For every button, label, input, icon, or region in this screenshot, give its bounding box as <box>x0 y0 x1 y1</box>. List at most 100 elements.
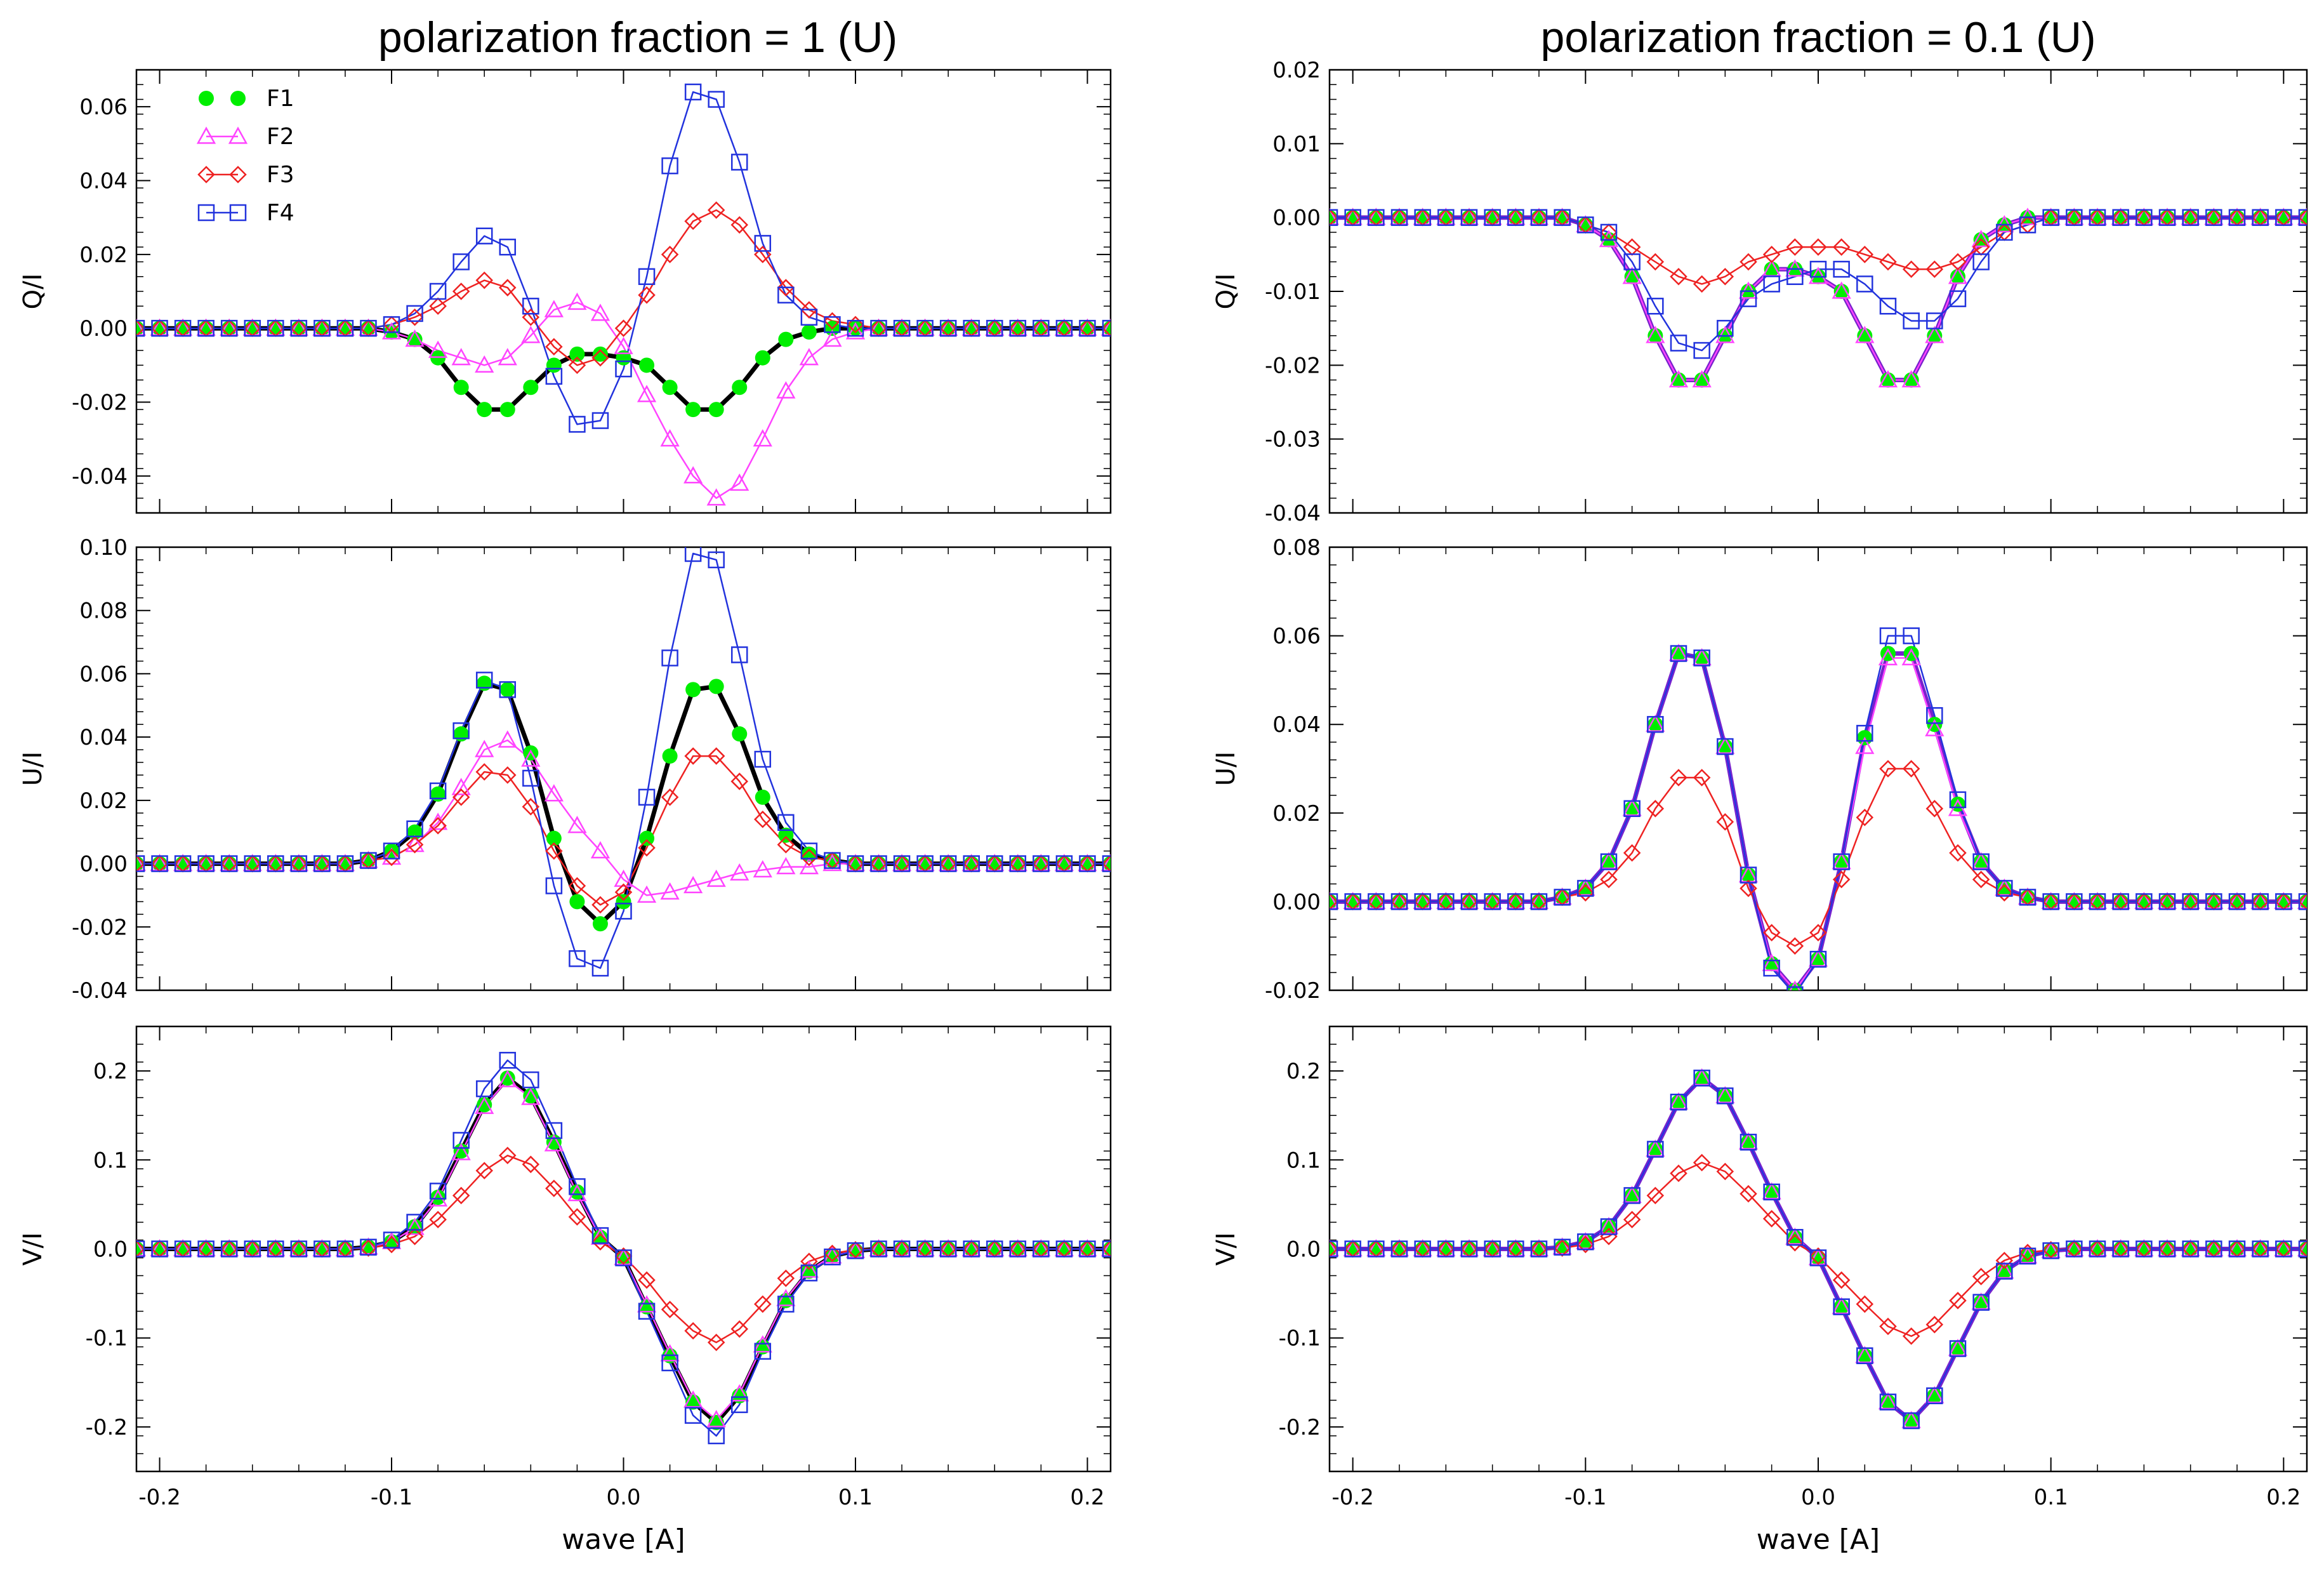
data-point-f4 <box>1972 853 1990 870</box>
data-point-f2 <box>776 1289 796 1306</box>
data-point-f4 <box>1926 707 1943 724</box>
data-point-f4 <box>151 1240 168 1258</box>
data-point-f4 <box>1460 1240 1478 1258</box>
data-point-f1 <box>616 894 631 910</box>
plot-area <box>1330 1068 2307 1430</box>
data-point-f3 <box>2298 1240 2307 1258</box>
data-point-f4 <box>2252 209 2269 226</box>
data-point-f2 <box>451 1143 471 1160</box>
data-point-f2 <box>1762 953 1781 971</box>
data-point-f4 <box>1554 889 1571 906</box>
data-point-f2 <box>1330 1238 1340 1257</box>
x-tick-label: -0.2 <box>1331 1485 1373 1510</box>
data-point-f4 <box>1926 1387 1943 1405</box>
data-point-f4 <box>522 298 539 315</box>
data-point-f2 <box>1971 229 1991 248</box>
data-point-f1 <box>732 380 748 395</box>
data-point-f2 <box>1622 799 1642 816</box>
data-point-f1 <box>1927 328 1943 343</box>
data-point-f3 <box>1102 1240 1111 1258</box>
data-point-f4 <box>2182 209 2199 226</box>
data-point-f2 <box>1622 267 1642 284</box>
data-point-f4 <box>1009 319 1027 337</box>
data-point-f4 <box>870 319 887 337</box>
data-point-f4 <box>1903 312 1920 329</box>
y-tick-label: 0.08 <box>1272 535 1321 561</box>
data-point-f2 <box>1971 852 1991 870</box>
data-point-f4 <box>2158 893 2176 910</box>
data-point-f2 <box>706 1410 726 1428</box>
data-point-f2 <box>1901 647 1921 666</box>
data-point-f4 <box>1344 209 1361 226</box>
data-point-f3 <box>383 848 400 866</box>
data-point-f2 <box>799 1260 819 1278</box>
data-point-f4 <box>360 319 377 337</box>
series-markers-f3 <box>1330 1153 2307 1345</box>
data-point-f4 <box>1972 1294 1990 1311</box>
data-point-f4 <box>1484 209 1501 226</box>
data-point-f4 <box>847 1242 864 1259</box>
data-point-f3 <box>1856 246 1874 263</box>
data-point-f4 <box>2182 1240 2199 1258</box>
data-point-f4 <box>452 1132 470 1149</box>
panel-1: -0.04 -0.02 0.00 0.02 0.04 0.06 Q/I F1 F2 F3 F4 <box>18 69 1112 514</box>
data-point-f3 <box>498 1146 517 1165</box>
data-point-f4 <box>2066 1240 2083 1258</box>
data-point-f3 <box>684 1322 702 1340</box>
data-point-f2 <box>822 1246 842 1264</box>
data-point-f4 <box>939 319 957 337</box>
data-point-f4 <box>1460 893 1478 910</box>
data-point-f4 <box>1623 253 1641 270</box>
data-point-f4 <box>360 1238 377 1256</box>
plot-area <box>136 83 1111 506</box>
data-point-f2 <box>1808 267 1828 284</box>
data-point-f4 <box>197 1240 215 1258</box>
data-point-f3 <box>707 201 725 219</box>
data-point-f4 <box>267 855 284 872</box>
data-point-f4 <box>314 319 331 337</box>
data-point-f4 <box>244 855 261 872</box>
data-point-f1 <box>1694 650 1710 666</box>
data-point-f3 <box>1762 246 1781 263</box>
data-point-f1 <box>1903 1413 1919 1429</box>
x-tick-label: 0.1 <box>838 1485 873 1510</box>
data-point-f4 <box>545 368 563 385</box>
data-point-f4 <box>1623 800 1641 818</box>
data-point-f1 <box>1624 800 1640 816</box>
data-point-f3 <box>136 319 145 337</box>
data-point-f4 <box>1670 335 1687 352</box>
data-point-f3 <box>730 773 749 790</box>
data-point-f4 <box>1390 893 1408 910</box>
data-point-f2 <box>2297 891 2307 910</box>
data-point-f2 <box>1715 736 1735 754</box>
data-point-f4 <box>1330 209 1338 226</box>
legend-marker-f3 <box>229 166 247 183</box>
data-point-f4 <box>1055 1240 1073 1258</box>
data-point-f1 <box>616 350 631 366</box>
data-point-f1 <box>384 843 400 859</box>
data-point-f2 <box>1855 326 1875 343</box>
data-point-f4 <box>2205 893 2222 910</box>
data-point-f3 <box>754 811 772 828</box>
data-point-f4 <box>220 1240 238 1258</box>
y-tick-label: 0.1 <box>93 1148 128 1173</box>
data-point-f2 <box>521 749 541 767</box>
data-point-f4 <box>1368 1240 1385 1258</box>
data-point-f3 <box>498 766 517 784</box>
data-point-f1 <box>1741 1134 1756 1150</box>
data-point-f3 <box>406 835 424 854</box>
data-point-f4 <box>136 319 145 337</box>
data-point-f4 <box>499 238 517 256</box>
data-point-f2 <box>1100 1238 1111 1257</box>
data-point-f4 <box>2089 893 2106 910</box>
data-point-f3 <box>568 356 586 375</box>
data-point-f2 <box>1668 643 1689 661</box>
data-point-f1 <box>639 357 655 373</box>
data-point-f3 <box>730 216 749 234</box>
data-point-f2 <box>590 841 611 859</box>
y-tick-label: -0.2 <box>86 1415 128 1440</box>
data-point-f4 <box>336 319 354 337</box>
data-point-f2 <box>1995 878 2014 896</box>
data-point-f1 <box>732 726 748 742</box>
data-point-f4 <box>429 282 447 300</box>
